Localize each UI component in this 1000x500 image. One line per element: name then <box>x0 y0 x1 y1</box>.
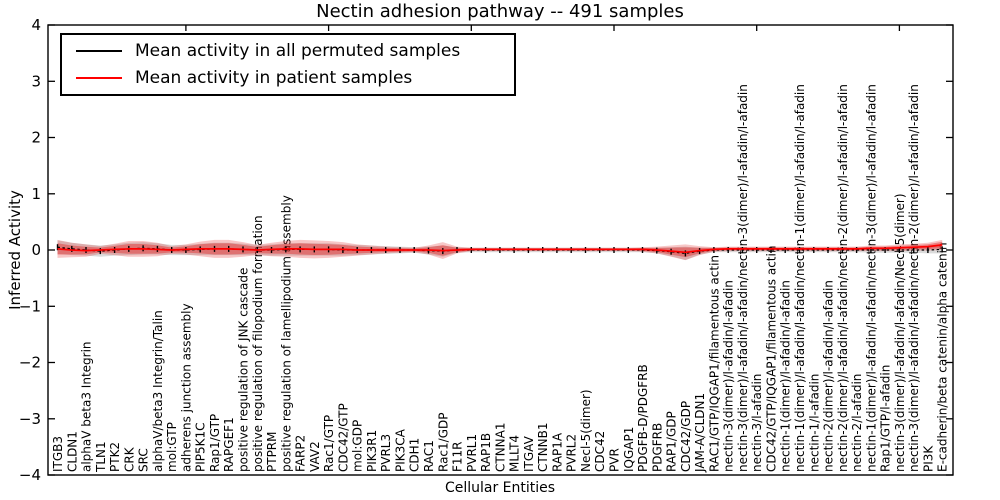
x-tick-label: alphaV/beta3 Integrin/Talin <box>151 310 165 472</box>
x-tick-label: CDC42/GTP/IQGAP1/filamentous actin <box>765 246 779 472</box>
y-tick-label: 3 <box>31 72 41 90</box>
series-line-1 <box>57 244 943 254</box>
x-tick-label: RAC1 <box>422 440 436 472</box>
x-tick-label: PVRL3 <box>379 434 393 472</box>
x-tick-label: CTNNB1 <box>536 422 550 472</box>
x-tick-label: PI3K <box>921 445 935 472</box>
x-tick-label: mol:GDP <box>351 420 365 472</box>
legend-label-permuted: Mean activity in all permuted samples <box>135 41 461 62</box>
x-tick-label: nectin-1(dimer)/l-afadin/l-afadin/nectin… <box>793 84 807 472</box>
y-tick-label: −2 <box>19 354 41 372</box>
patient-line-sample <box>76 76 122 79</box>
x-tick-label: PDGFRB <box>650 423 664 472</box>
x-tick-label: PTPRM <box>265 432 279 473</box>
x-tick-label: Rap1/GTP/l-afadin <box>879 365 893 472</box>
x-tick-label: nectin-2/l-afadin <box>850 374 864 472</box>
x-tick-label: nectin-3(dimer)/l-afadin/l-afadin/Necl-5… <box>893 193 907 472</box>
x-tick-label: CDC42/GDP <box>679 401 693 472</box>
x-tick-label: CDH1 <box>408 438 422 472</box>
x-tick-label: RAP1/GDP <box>665 411 679 472</box>
x-tick-label: Rac1/GTP <box>322 415 336 472</box>
x-tick-label: MLLT4 <box>508 435 522 472</box>
x-axis-label: Cellular Entities <box>444 480 556 496</box>
x-tick-label: nectin-1(dimer)/l-afadin/l-afadin/nectin… <box>864 84 878 472</box>
y-tick-label: 2 <box>31 129 41 147</box>
x-tick-label: TLN1 <box>94 441 108 473</box>
x-tick-label: nectin-3(dimer)/l-afadin/l-afadin/nectin… <box>907 84 921 472</box>
x-tick-label: adherens junction assembly <box>179 303 193 472</box>
x-tick-label: JAM-A/CLDN1 <box>693 393 707 473</box>
x-tick-label: mol:GTP <box>165 422 179 472</box>
x-tick-label: CDC42/GTP <box>336 403 350 472</box>
x-tick-label: PIK3CA <box>394 428 408 472</box>
x-tick-label: PVRL1 <box>465 434 479 472</box>
legend-item-patient: Mean activity in patient samples <box>62 68 514 88</box>
x-tick-label: Rac1/GDP <box>436 413 450 472</box>
x-tick-label: PIP5K1C <box>194 422 208 472</box>
x-tick-label: alphaV beta3 Integrin <box>80 341 94 472</box>
x-tick-label: positive regulation of lamellipodium ass… <box>279 195 293 472</box>
x-tick-label: nectin-3(dimer)/l-afadin/l-afadin <box>722 280 736 472</box>
y-tick-label: 4 <box>31 16 41 34</box>
x-tick-label: SRC <box>137 448 151 472</box>
x-tick-label: PTK2 <box>108 442 122 472</box>
x-tick-label: positive regulation of filopodium format… <box>251 215 265 472</box>
y-tick-label: −3 <box>19 410 41 428</box>
x-tick-label: ITGB3 <box>51 436 65 472</box>
x-tick-label: RAP1B <box>479 433 493 472</box>
legend-item-permuted: Mean activity in all permuted samples <box>62 41 514 61</box>
x-tick-label: nectin-3(dimer)/l-afadin/l-afadin/nectin… <box>736 84 750 472</box>
x-tick-label: PDGFB-D/PDGFRB <box>636 364 650 472</box>
x-tick-label: ITGAV <box>522 435 536 472</box>
x-tick-label: PVR <box>608 448 622 472</box>
x-tick-label: RAP1A <box>550 432 564 472</box>
permuted-line-sample <box>76 50 122 53</box>
y-tick-label: 1 <box>31 185 41 203</box>
x-tick-label: PIK3R1 <box>365 430 379 472</box>
x-tick-label: PVRL2 <box>565 434 579 472</box>
x-tick-label: RAC1/GTP/IQGAP1/filamentous actin <box>707 255 721 472</box>
x-tick-label: nectin-2(dimer)/l-afadin/l-afadin/nectin… <box>836 84 850 472</box>
x-tick-label: Rap1/GTP <box>208 414 222 472</box>
x-tick-label: CDC42 <box>593 431 607 472</box>
x-tick-label: IQGAP1 <box>622 427 636 472</box>
x-tick-label: FARP2 <box>294 435 308 472</box>
x-tick-label: E-cadherin/beta catenin/alpha catenin <box>936 242 950 472</box>
x-tick-label: Necl-5(dimer) <box>579 389 593 472</box>
x-tick-label: nectin-3/l-afadin <box>750 374 764 472</box>
x-tick-label: nectin-2(dimer)/l-afadin/l-afadin <box>822 280 836 472</box>
x-tick-label: nectin-1/l-afadin <box>807 374 821 472</box>
x-tick-label: RAPGEF1 <box>222 417 236 472</box>
x-tick-label: VAV2 <box>308 441 322 472</box>
y-tick-label: 0 <box>31 241 41 259</box>
y-tick-label: −4 <box>19 466 41 484</box>
y-tick-label: −1 <box>19 297 41 315</box>
legend-label-patient: Mean activity in patient samples <box>135 67 413 88</box>
x-tick-label: CTNNA1 <box>493 422 507 472</box>
x-tick-label: F11R <box>451 441 465 472</box>
x-tick-label: CLDN1 <box>65 431 79 472</box>
x-tick-label: nectin-1(dimer)/l-afadin/l-afadin <box>779 280 793 472</box>
chart-title: Nectin adhesion pathway -- 491 samples <box>316 1 684 22</box>
x-tick-label: CRK <box>122 446 136 472</box>
x-tick-label: positive regulation of JNK cascade <box>237 268 251 472</box>
legend: Mean activity in all permuted samples Me… <box>60 33 516 96</box>
